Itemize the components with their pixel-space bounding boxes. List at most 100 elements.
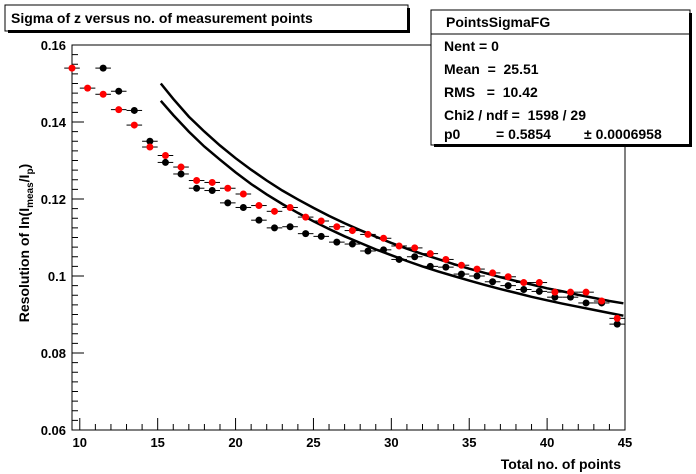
x-tick-label: 30: [384, 435, 398, 450]
x-tick-label: 35: [462, 435, 476, 450]
data-point-series-1: [566, 293, 574, 301]
data-point-series-2: [582, 288, 590, 296]
fit-curve-2: [159, 99, 624, 317]
data-point-series-2: [426, 250, 434, 258]
x-tick-label: 40: [540, 435, 554, 450]
data-point-series-2: [504, 273, 512, 281]
stats-p0-label: p0: [444, 126, 461, 142]
y-tick-label: 0.14: [41, 115, 67, 130]
data-point-series-2: [99, 90, 107, 98]
x-tick-label: 45: [618, 435, 632, 450]
data-point-series-1: [364, 247, 372, 255]
data-point-series-2: [333, 223, 341, 231]
data-point-series-2: [535, 279, 543, 287]
data-point-series-2: [348, 227, 356, 235]
data-points: [64, 64, 625, 328]
y-axis-title-mid: /I: [16, 175, 32, 183]
data-point-series-2: [442, 255, 450, 263]
data-point-series-1: [333, 238, 341, 246]
data-point-series-2: [286, 203, 294, 211]
x-tick-label: 15: [150, 435, 164, 450]
data-point-series-2: [566, 288, 574, 296]
data-point-series-1: [239, 203, 247, 211]
data-point-series-2: [68, 64, 76, 72]
stats-box: PointsSigmaFG Nent = 0 Mean = 25.51 RMS …: [430, 9, 692, 147]
data-point-series-1: [380, 246, 388, 254]
y-tick-label: 0.08: [41, 346, 66, 361]
data-point-series-1: [426, 262, 434, 270]
data-point-series-2: [115, 106, 123, 114]
data-point-series-1: [130, 106, 138, 114]
y-axis-title-sub2: p: [25, 168, 36, 174]
data-point-series-1: [395, 255, 403, 263]
data-point-series-2: [193, 177, 201, 185]
y-axis-title-sub: meas: [25, 182, 36, 208]
data-point-series-2: [161, 151, 169, 159]
data-point-series-2: [146, 143, 154, 151]
fit-curves: [159, 82, 624, 317]
data-point-series-1: [286, 223, 294, 231]
y-tick-label: 0.1: [48, 269, 66, 284]
data-point-series-2: [177, 163, 185, 171]
title-box: Sigma of z versus no. of measurement poi…: [4, 4, 410, 33]
data-point-series-2: [411, 244, 419, 252]
data-point-series-1: [161, 158, 169, 166]
y-axis-title-main: Resolution of ln(I: [16, 208, 32, 322]
data-point-series-2: [457, 261, 465, 269]
data-point-series-2: [395, 242, 403, 250]
fit-curve-1: [159, 82, 624, 305]
data-point-series-2: [380, 234, 388, 242]
data-point-series-2: [271, 207, 279, 215]
data-point-series-1: [613, 320, 621, 328]
x-tick-label: 25: [306, 435, 320, 450]
data-point-series-1: [271, 224, 279, 232]
data-point-series-1: [146, 137, 154, 145]
y-axis-title: Resolution of ln(Imeas/Ip): [16, 164, 36, 322]
x-axis: 10 15 20 25 30 35 40 45: [73, 418, 632, 450]
data-point-series-1: [224, 199, 232, 207]
y-tick-label: 0.16: [41, 38, 66, 53]
data-point-series-1: [473, 272, 481, 280]
data-point-series-1: [317, 232, 325, 240]
data-point-series-2: [520, 279, 528, 287]
data-point-series-2: [473, 265, 481, 273]
stats-chi2: Chi2 / ndf = 1598 / 29: [444, 107, 586, 123]
stats-mean: Mean = 25.51: [444, 61, 539, 77]
data-point-series-1: [193, 184, 201, 192]
x-axis-title: Total no. of points: [501, 456, 621, 472]
data-point-series-2: [613, 314, 621, 322]
data-point-series-1: [348, 240, 356, 248]
x-tick-label: 20: [228, 435, 242, 450]
data-point-series-1: [520, 285, 528, 293]
stats-name: PointsSigmaFG: [446, 14, 550, 30]
y-axis-title-end: ): [16, 164, 32, 169]
stats-p0-value: = 0.5854: [496, 126, 551, 142]
data-point-series-2: [239, 190, 247, 198]
chart-title: Sigma of z versus no. of measurement poi…: [11, 10, 313, 26]
data-point-series-1: [457, 270, 465, 278]
data-point-series-1: [208, 187, 216, 195]
data-point-series-2: [84, 84, 92, 92]
data-point-series-1: [582, 299, 590, 307]
data-point-series-1: [489, 278, 497, 286]
data-point-series-2: [224, 184, 232, 192]
data-point-series-1: [504, 282, 512, 290]
data-point-series-2: [130, 121, 138, 129]
data-point-series-1: [535, 287, 543, 295]
data-point-series-1: [411, 253, 419, 261]
data-point-series-2: [302, 213, 310, 221]
data-point-series-1: [442, 263, 450, 271]
data-point-series-2: [208, 178, 216, 186]
data-point-series-1: [551, 293, 559, 301]
data-point-series-2: [598, 297, 606, 305]
data-point-series-1: [302, 230, 310, 238]
data-point-series-2: [255, 202, 263, 210]
data-point-series-2: [551, 288, 559, 296]
data-point-series-1: [177, 170, 185, 178]
data-point-series-2: [489, 269, 497, 277]
stats-rms: RMS = 10.42: [444, 84, 538, 100]
data-point-series-1: [99, 64, 107, 72]
data-point-series-1: [115, 87, 123, 95]
y-tick-label: 0.12: [41, 192, 66, 207]
